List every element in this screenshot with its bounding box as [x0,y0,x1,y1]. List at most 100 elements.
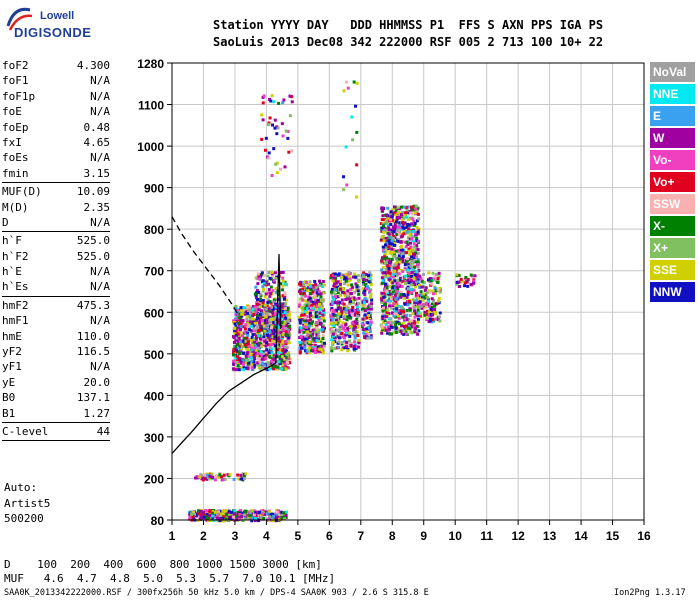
data-point-block-8 [395,289,399,293]
data-point-F-trace-main [243,343,247,347]
data-point-block-7 [361,279,365,283]
data-point-block-5 [315,346,319,350]
data-point-block-5 [320,348,324,352]
data-point-block-9 [431,313,435,317]
data-point-block-8 [393,328,397,332]
data-point-F-trace-upper [257,277,261,281]
data-point-block-8 [396,287,400,291]
data-point-block-5 [302,285,306,289]
data-point-F-trace-upper [267,288,271,292]
data-point-block-8 [412,281,416,285]
param-value: 116.5 [76,345,110,359]
data-point-block-8 [380,226,384,230]
data-point-block-6 [345,311,349,315]
header-values: SaoLuis 2013 Dec08 342 222000 RSF 005 2 … [213,35,604,49]
x-tick-label: 15 [606,529,620,543]
data-point-block-8 [411,208,415,212]
data-point-block-8 [384,219,388,223]
param-value: N/A [90,151,110,165]
data-point-block-6 [355,288,359,292]
data-point-block-5 [300,280,304,284]
data-point-sparse-7 [342,89,346,93]
data-point-Es-200 [228,473,232,477]
data-point-F-trace-main [231,359,235,363]
data-point-block-8 [381,279,385,283]
data-point-block-8 [390,332,394,336]
data-point-block-5 [311,332,315,336]
data-point-block-8 [391,236,395,240]
data-point-F-trace-upper [283,280,287,284]
data-point-block-7 [366,326,370,330]
data-point-upper-scatter [290,149,294,153]
data-point-block-6 [348,331,352,335]
data-point-F-trace-upper [262,281,266,285]
data-point-F-trace-upper [283,282,287,286]
data-point-block-5 [322,344,326,348]
data-point-block-8 [412,245,416,249]
data-point-F-trace-main [286,309,290,313]
data-point-F-trace-main [284,340,288,344]
data-point-block-8 [401,210,405,214]
data-point-F-trace-upper [262,324,266,328]
data-point-F-trace-main [252,337,256,341]
data-point-block-8 [388,332,392,336]
data-point-block-7 [364,282,368,286]
data-point-block-8 [415,270,419,274]
param-value: 1.27 [83,406,111,420]
data-point-F-trace-main [260,357,264,361]
x-tick-label: 3 [232,529,239,543]
data-point-block-5 [321,325,325,329]
data-point-block-8 [413,223,417,227]
data-point-upper-scatter [260,137,264,141]
data-point-block-5 [306,332,310,336]
data-point-block-8 [389,218,393,222]
data-point-block-5 [305,335,309,339]
data-point-F-trace-main [239,325,243,329]
data-point-block-8 [405,211,409,215]
param-name: h`F [2,234,22,248]
data-point-block-8 [380,296,384,300]
data-point-block-8 [398,291,402,295]
data-point-block-6 [330,287,334,291]
data-point-F-trace-main [236,350,240,354]
data-point-block-8 [413,301,417,305]
data-point-block-8 [394,249,398,253]
data-point-Es-low [258,510,262,514]
data-point-block-6 [346,306,350,310]
data-point-F-trace-upper [279,282,283,286]
muf-row: MUF 4.6 4.7 4.8 5.0 5.3 5.7 7.0 10.1 [MH… [4,572,336,585]
data-point-F-trace-main [245,347,249,351]
data-point-F-trace-main [242,368,246,372]
data-point-block-9 [419,293,423,297]
data-point-block-9 [418,314,422,318]
data-point-block-7 [363,292,367,296]
data-point-block-8 [411,212,415,216]
data-point-F-trace-main [244,361,248,365]
data-point-F-trace-main [264,344,268,348]
data-point-block-8 [400,256,404,260]
data-point-block-8 [417,217,421,221]
data-point-block-5 [311,337,315,341]
data-point-block-6 [347,343,351,347]
data-point-block-9 [430,302,434,306]
data-point-block-8 [380,259,384,263]
data-point-F-trace-main [256,361,260,365]
data-point-Es-low [224,517,228,521]
data-point-block-5 [323,283,327,287]
data-point-block-7 [361,317,365,321]
data-point-F-trace-main [234,306,238,310]
data-point-block-9 [430,289,434,293]
data-point-block-9 [419,312,423,316]
data-point-Es-200 [199,473,203,477]
data-point-block-8 [397,248,401,252]
data-point-Es-low [230,510,234,514]
data-point-F-trace-main [241,339,245,343]
data-point-block-8 [393,284,397,288]
data-point-block-5 [317,331,321,335]
data-point-F-trace-main [251,317,255,321]
data-point-block-5 [321,306,325,310]
data-point-Es-low [211,514,215,518]
data-point-Es-low [244,516,248,520]
data-point-block-8 [380,261,384,265]
